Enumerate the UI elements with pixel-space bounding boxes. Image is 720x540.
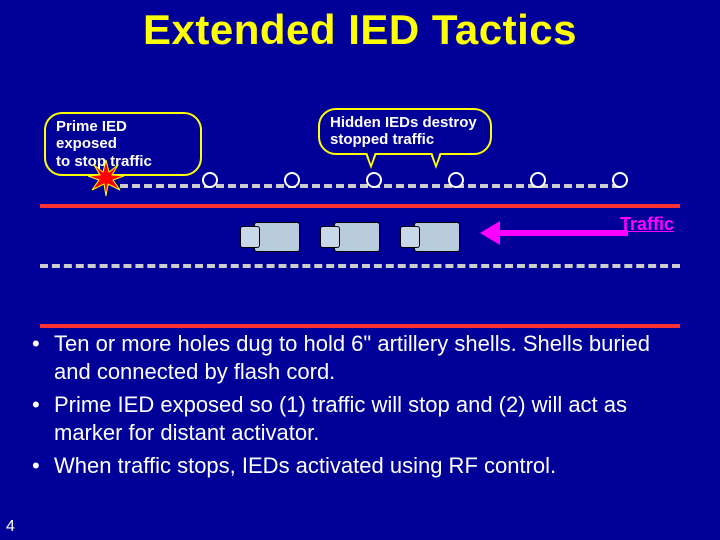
ied-circle-icon xyxy=(530,172,546,188)
bullet-dot-icon: • xyxy=(32,391,54,446)
bullet-item: • Prime IED exposed so (1) traffic will … xyxy=(32,391,690,446)
bullet-dot-icon: • xyxy=(32,330,54,385)
ied-circle-icon xyxy=(202,172,218,188)
vehicle-icon xyxy=(320,222,380,252)
callout-hidden-ieds: Hidden IEDs destroy stopped traffic xyxy=(318,108,492,155)
traffic-label: Traffic xyxy=(620,214,674,235)
explosion-icon xyxy=(86,158,126,198)
ied-circle-icon xyxy=(612,172,628,188)
tactics-diagram: Prime IED exposed to stop traffic Hidden… xyxy=(0,54,720,294)
bullet-item: • Ten or more holes dug to hold 6" artil… xyxy=(32,330,690,385)
ied-circle-icon xyxy=(284,172,300,188)
ied-circle-icon xyxy=(366,172,382,188)
vehicle-icon xyxy=(240,222,300,252)
road-edge-top xyxy=(40,204,680,208)
callout-line: Hidden IEDs destroy xyxy=(330,114,480,131)
bullet-text: Prime IED exposed so (1) traffic will st… xyxy=(54,391,690,446)
ied-circle-icon xyxy=(448,172,464,188)
vehicle-icon xyxy=(400,222,460,252)
bullet-text: Ten or more holes dug to hold 6" artille… xyxy=(54,330,690,385)
bullet-list: • Ten or more holes dug to hold 6" artil… xyxy=(32,330,690,486)
bullet-text: When traffic stops, IEDs activated using… xyxy=(54,452,556,480)
road-edge-bottom xyxy=(40,324,680,328)
slide-title: Extended IED Tactics xyxy=(0,0,720,54)
road-center-dash xyxy=(40,264,680,268)
bullet-item: • When traffic stops, IEDs activated usi… xyxy=(32,452,690,480)
page-number: 4 xyxy=(6,518,15,536)
callout-line: Prime IED exposed xyxy=(56,118,190,153)
bullet-dot-icon: • xyxy=(32,452,54,480)
callout-line: stopped traffic xyxy=(330,131,480,148)
